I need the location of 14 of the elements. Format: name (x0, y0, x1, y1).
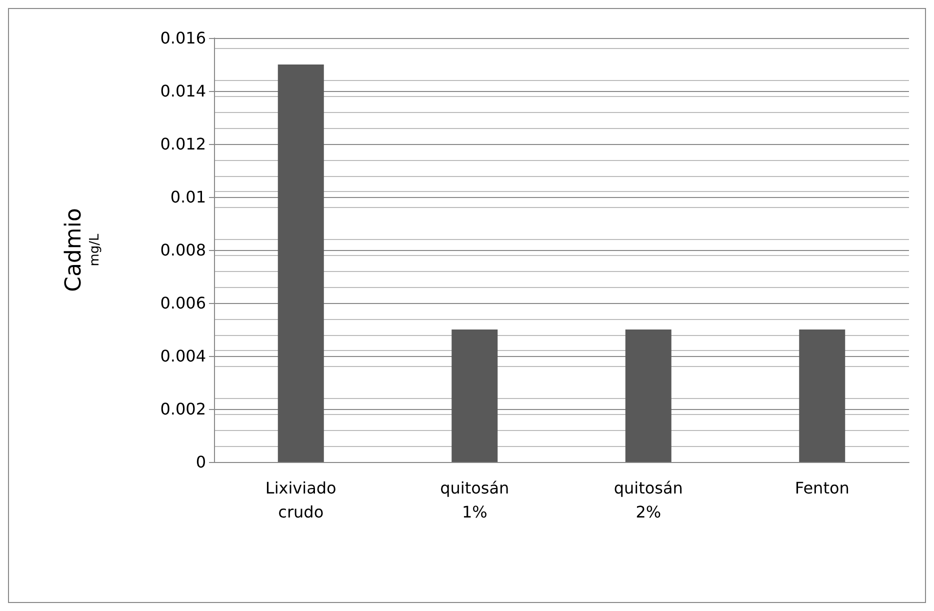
x-tick-label: Fenton (794, 478, 850, 498)
y-tick-label: 0.004 (160, 346, 206, 366)
y-tick-label: 0.008 (160, 240, 206, 260)
y-axis-title: Cadmio mg/L (62, 208, 102, 292)
y-tick-label: 0.014 (160, 82, 206, 100)
y-tick-label: 0.006 (160, 294, 206, 312)
y-tick-label: 0.002 (160, 400, 206, 418)
y-tick-label: 0.012 (160, 134, 206, 154)
y-tick-label: 0.016 (160, 28, 206, 48)
x-tick-label: quitosán 1% (440, 478, 510, 522)
x-tick-label: Lixiviado crudo (265, 478, 336, 522)
y-tick-label: 0.01 (170, 188, 206, 206)
y-tick-label: 0 (196, 452, 206, 472)
x-tick-label: quitosán 2% (614, 478, 683, 522)
